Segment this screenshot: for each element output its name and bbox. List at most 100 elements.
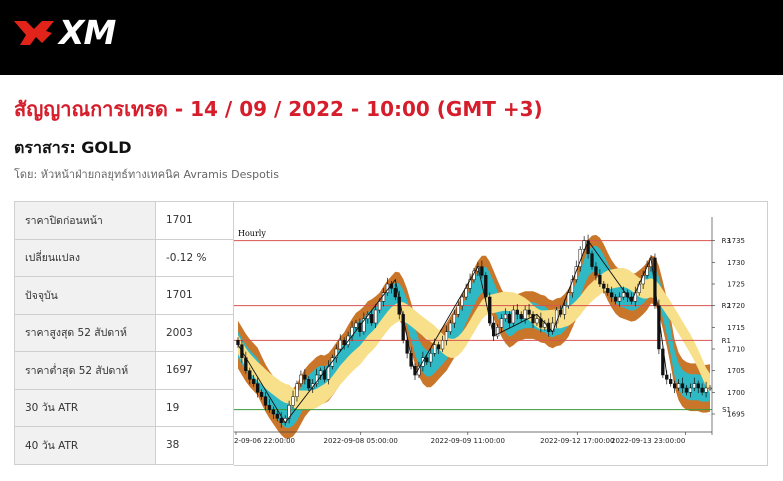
candle-down	[672, 383, 677, 389]
stats-label: เปลี่ยนแปลง	[14, 238, 156, 277]
candle-up	[460, 296, 464, 306]
x-tick-label: 2022-09-12 17:00:00	[540, 437, 614, 445]
y-tick-label: 1735	[727, 237, 745, 245]
candle-up	[704, 387, 708, 393]
y-tick-label: 1725	[727, 281, 745, 289]
candle-up	[554, 309, 559, 324]
candle-down	[653, 257, 657, 306]
zigzag-line	[237, 239, 668, 424]
candle-up	[456, 305, 460, 315]
candle-up	[299, 374, 303, 384]
candle-down	[507, 314, 512, 324]
candle-down	[248, 370, 252, 380]
stats-row: 40 วัน ATR 38	[14, 426, 234, 465]
level-label-r2: R2	[722, 302, 731, 310]
candle-up	[676, 383, 681, 389]
candle-up	[499, 318, 504, 328]
candle-down	[342, 340, 346, 345]
candle-down	[606, 288, 610, 293]
candle-down	[665, 374, 669, 380]
candle-down	[401, 314, 405, 341]
candle-up	[452, 314, 456, 324]
candle-down	[267, 405, 272, 410]
candle-up	[448, 322, 453, 332]
candle-up	[582, 240, 586, 250]
y-tick-label: 1700	[727, 389, 745, 397]
candle-up	[354, 322, 358, 328]
candle-up	[433, 344, 437, 354]
candle-down	[322, 370, 327, 380]
stats-value: 1697	[155, 351, 234, 390]
candle-down	[669, 379, 673, 384]
candle-up	[374, 309, 378, 324]
candle-up	[617, 296, 622, 302]
candle-down	[275, 413, 279, 419]
stats-row: ราคาสูงสุด 52 สัปดาห์ 2003	[14, 313, 234, 352]
stats-label: ราคาปิดก่อนหน้า	[14, 201, 156, 240]
candle-down	[515, 309, 519, 315]
stats-label: ราคาสูงสุด 52 สัปดาห์	[14, 313, 156, 352]
candle-up	[295, 383, 299, 397]
candle-down	[236, 340, 240, 345]
candle-up	[495, 327, 500, 337]
candle-down	[531, 314, 535, 324]
stats-value: 1701	[155, 201, 234, 240]
level-label-r1: R1	[722, 337, 731, 345]
candle-up	[377, 301, 382, 311]
candle-down	[252, 379, 256, 384]
candle-up	[708, 387, 712, 390]
candle-up	[566, 292, 571, 306]
candle-up	[440, 340, 445, 350]
candle-down	[661, 348, 665, 376]
candle-down	[590, 253, 594, 267]
candle-down	[594, 266, 598, 276]
candle-up	[511, 309, 515, 324]
candle-down	[393, 288, 397, 298]
candle-down	[409, 353, 413, 367]
author-byline: โดย: หัวหน้าฝ่ายกลยุทธ์ทางเทคนิค Avramis…	[14, 168, 279, 181]
y-tick-label: 1720	[727, 302, 745, 310]
candle-down	[602, 283, 606, 289]
candle-up	[688, 387, 693, 393]
candle-down	[425, 357, 429, 363]
candle-up	[444, 331, 449, 341]
x-tick-label: 2022-09-13 23:00:00	[611, 437, 685, 445]
candle-down	[303, 374, 307, 380]
stats-value: 1701	[155, 276, 234, 315]
candle-up	[338, 340, 342, 350]
instrument-heading: ตราสาร: GOLD	[14, 138, 132, 157]
candle-down	[484, 275, 488, 298]
stats-value: 19	[155, 388, 234, 427]
stats-table: ราคาปิดก่อนหน้า 1701 เปลี่ยนแปลง -0.12 % ปัจ…	[14, 201, 234, 465]
xm-logo[interactable]: XM	[12, 13, 116, 52]
candle-down	[696, 383, 700, 389]
candle-down	[259, 392, 264, 397]
candle-up	[621, 292, 626, 298]
stats-value: 2003	[155, 313, 234, 352]
stats-value: -0.12 %	[155, 238, 234, 277]
stats-row: ราคาต่ำสุด 52 สัปดาห์ 1697	[14, 351, 234, 390]
y-tick-label: 1715	[727, 324, 745, 332]
y-tick-label: 1695	[727, 411, 745, 419]
candle-down	[370, 314, 374, 324]
candle-down	[598, 275, 602, 285]
candle-down	[255, 383, 260, 393]
stats-row: 30 วัน ATR 19	[14, 388, 234, 427]
candle-up	[692, 383, 696, 389]
page-title: สัญญาณการเทรด - 14 / 09 / 2022 - 10:00 (…	[14, 97, 543, 121]
candle-up	[318, 370, 323, 376]
stats-label: ปัจจุบัน	[14, 276, 156, 315]
y-tick-label: 1705	[727, 367, 745, 375]
brand-name: XM	[59, 13, 116, 52]
chart-period-label: Hourly	[238, 229, 266, 238]
candle-up	[523, 309, 527, 319]
stats-label: 30 วัน ATR	[14, 388, 156, 427]
candle-up	[366, 314, 370, 319]
level-label-s1: S1	[722, 406, 731, 414]
stats-row: ราคาปิดก่อนหน้า 1701	[14, 201, 234, 240]
xm-logo-mark-icon	[14, 20, 54, 45]
candle-down	[613, 296, 618, 302]
candle-down	[680, 383, 685, 389]
candle-up	[362, 318, 366, 332]
candle-up	[574, 266, 578, 280]
